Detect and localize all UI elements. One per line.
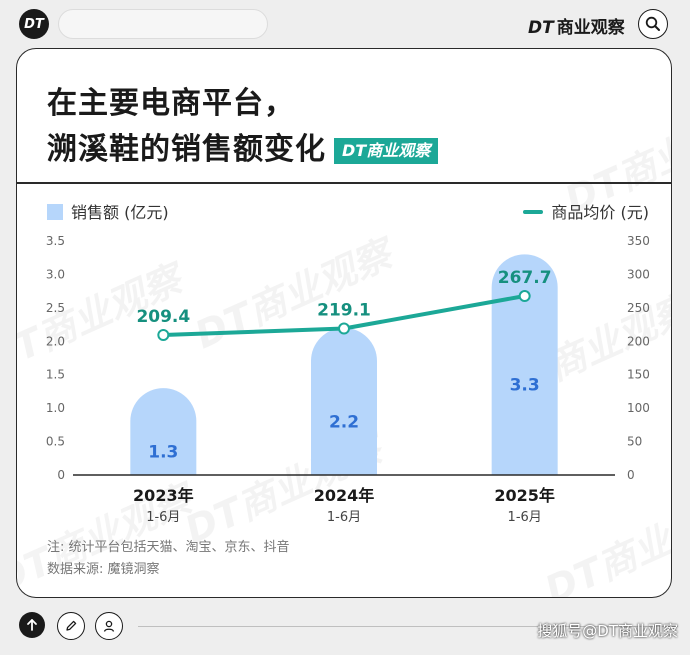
x-category-sublabel: 1-6月	[508, 510, 542, 525]
dt-logo[interactable]: DT	[19, 9, 49, 39]
y-left-tick-label: 0	[57, 468, 65, 482]
pencil-icon	[66, 620, 77, 631]
user-icon	[103, 620, 115, 632]
chart-title: 在主要电商平台， 溯溪鞋的销售额变化 DT商业观察	[47, 81, 439, 173]
line-data-label: 209.4	[136, 307, 190, 327]
line-point	[518, 290, 531, 303]
top-bar: DT DT 商业观察	[0, 0, 690, 48]
badge-dt: DT	[342, 140, 367, 160]
legend-line: 商品均价 (元)	[523, 199, 649, 223]
bottom-divider	[138, 626, 678, 627]
bar-sales	[130, 388, 197, 475]
title-line-2-text: 溯溪鞋的销售额变化	[47, 132, 326, 167]
footnote: 注: 统计平台包括天猫、淘宝、京东、抖音	[47, 540, 290, 555]
arrow-up-icon	[27, 619, 37, 631]
x-category-label: 2025年	[494, 486, 555, 505]
legend-bar-swatch	[47, 204, 63, 220]
bar-data-label: 3.3	[510, 376, 540, 396]
title-line-1: 在主要电商平台，	[47, 86, 295, 121]
chart-card: DT商业观察 DT商业观察 DT商业观察 DT商业观察 DT商业观察 DT商业观…	[16, 48, 672, 598]
bar-data-label: 1.3	[148, 443, 178, 463]
y-right-tick-label: 150	[627, 368, 650, 382]
search-button[interactable]	[638, 9, 668, 39]
line-data-label: 267.7	[498, 268, 552, 288]
y-right-tick-label: 100	[627, 401, 650, 415]
legend-line-swatch	[523, 210, 544, 214]
legend-bar: 销售额 (亿元)	[47, 199, 169, 223]
source-watermark: 搜狐号@DT商业观察	[537, 622, 678, 640]
y-left-tick-label: 1.0	[46, 401, 65, 415]
y-right-tick-label: 300	[627, 267, 650, 281]
bottom-bar: 搜狐号@DT商业观察	[0, 600, 690, 655]
y-left-tick-label: 2.0	[46, 334, 65, 348]
y-left-tick-label: 3.0	[46, 267, 65, 281]
line-point	[157, 329, 170, 342]
x-category-label: 2024年	[314, 486, 375, 505]
title-badge: DT商业观察	[334, 137, 439, 164]
title-line-2: 溯溪鞋的销售额变化 DT商业观察	[47, 127, 439, 173]
y-left-tick-label: 3.5	[46, 234, 65, 248]
bar-data-label: 2.2	[329, 412, 359, 432]
y-right-tick-label: 350	[627, 234, 650, 248]
profile-button[interactable]	[95, 612, 123, 640]
notes: 注: 统计平台包括天猫、淘宝、京东、抖音 数据来源: 魔镜洞察	[47, 537, 290, 581]
combo-chart: 0 0.5 1.0 1.5 2.0 2.5 3.0 3.5 0 50 100 150 200 250 300…	[46, 234, 650, 525]
search-icon	[645, 16, 660, 31]
search-bar[interactable]	[58, 9, 268, 39]
y-right-tick-label: 0	[627, 468, 635, 482]
title-divider	[17, 182, 671, 184]
data-source: 数据来源: 魔镜洞察	[47, 562, 160, 577]
y-left-tick-label: 2.5	[46, 301, 65, 315]
bar-sales	[311, 327, 377, 475]
brand-name: DT 商业观察	[528, 13, 625, 38]
legend-bar-label: 销售额 (亿元)	[71, 203, 169, 222]
legend-line-label: 商品均价 (元)	[551, 203, 649, 222]
x-category-label: 2023年	[133, 486, 194, 505]
y-left-tick-label: 0.5	[46, 435, 65, 449]
y-right-tick-label: 250	[627, 301, 650, 315]
line-data-label: 219.1	[317, 301, 371, 321]
scroll-top-button[interactable]	[19, 612, 45, 638]
badge-name: 商业观察	[366, 140, 431, 160]
brand-dt: DT	[528, 18, 554, 38]
x-category-sublabel: 1-6月	[327, 510, 361, 525]
edit-button[interactable]	[57, 612, 85, 640]
y-right-tick-label: 200	[627, 334, 650, 348]
brand-label: 商业观察	[556, 18, 625, 38]
y-right-tick-label: 50	[627, 435, 642, 449]
y-left-tick-label: 1.5	[46, 368, 65, 382]
x-category-sublabel: 1-6月	[146, 510, 180, 525]
bar-sales	[491, 254, 558, 475]
line-point	[338, 322, 350, 335]
